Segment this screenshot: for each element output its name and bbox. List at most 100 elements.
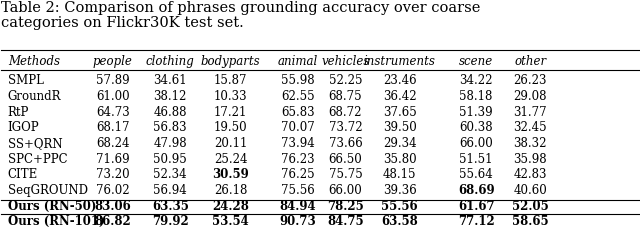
Text: categories on Flickr30K test set.: categories on Flickr30K test set. — [1, 16, 244, 30]
Text: 68.72: 68.72 — [329, 106, 362, 119]
Text: 51.51: 51.51 — [460, 153, 493, 166]
Text: 70.07: 70.07 — [281, 121, 315, 134]
Text: 36.42: 36.42 — [383, 90, 417, 103]
Text: Table 2: Comparison of phrases grounding accuracy over coarse: Table 2: Comparison of phrases grounding… — [1, 1, 481, 15]
Text: 66.00: 66.00 — [328, 184, 362, 197]
Text: 75.75: 75.75 — [328, 168, 362, 181]
Text: 52.25: 52.25 — [329, 74, 362, 87]
Text: 57.89: 57.89 — [96, 74, 130, 87]
Text: 68.69: 68.69 — [458, 184, 495, 197]
Text: 68.24: 68.24 — [96, 137, 130, 150]
Text: 29.08: 29.08 — [513, 90, 547, 103]
Text: SMPL: SMPL — [8, 74, 44, 87]
Text: 48.15: 48.15 — [383, 168, 417, 181]
Text: 55.98: 55.98 — [281, 74, 314, 87]
Text: 73.94: 73.94 — [281, 137, 315, 150]
Text: 62.55: 62.55 — [281, 90, 314, 103]
Text: 51.39: 51.39 — [460, 106, 493, 119]
Text: 84.75: 84.75 — [327, 215, 364, 228]
Text: Methods: Methods — [8, 55, 60, 68]
Text: Ours (RN-101): Ours (RN-101) — [8, 215, 104, 228]
Text: 55.64: 55.64 — [460, 168, 493, 181]
Text: 83.06: 83.06 — [95, 200, 131, 213]
Text: 61.67: 61.67 — [458, 200, 495, 213]
Text: 56.94: 56.94 — [154, 184, 187, 197]
Text: 42.83: 42.83 — [513, 168, 547, 181]
Text: 30.59: 30.59 — [212, 168, 249, 181]
Text: CITE: CITE — [8, 168, 38, 181]
Text: 37.65: 37.65 — [383, 106, 417, 119]
Text: 24.28: 24.28 — [212, 200, 249, 213]
Text: 78.25: 78.25 — [327, 200, 364, 213]
Text: clothing: clothing — [146, 55, 195, 68]
Text: 34.61: 34.61 — [154, 74, 187, 87]
Text: 63.35: 63.35 — [152, 200, 189, 213]
Text: 65.83: 65.83 — [281, 106, 314, 119]
Text: 63.58: 63.58 — [381, 215, 418, 228]
Text: 60.38: 60.38 — [460, 121, 493, 134]
Text: 47.98: 47.98 — [154, 137, 187, 150]
Text: 55.56: 55.56 — [381, 200, 418, 213]
Text: 38.32: 38.32 — [513, 137, 547, 150]
Text: animal: animal — [278, 55, 318, 68]
Text: 75.56: 75.56 — [281, 184, 315, 197]
Text: 25.24: 25.24 — [214, 153, 248, 166]
Text: 77.12: 77.12 — [458, 215, 495, 228]
Text: 68.17: 68.17 — [96, 121, 130, 134]
Text: 23.46: 23.46 — [383, 74, 417, 87]
Text: 34.22: 34.22 — [460, 74, 493, 87]
Text: SS+QRN: SS+QRN — [8, 137, 62, 150]
Text: 46.88: 46.88 — [154, 106, 187, 119]
Text: 76.25: 76.25 — [281, 168, 314, 181]
Text: 10.33: 10.33 — [214, 90, 248, 103]
Text: 73.72: 73.72 — [329, 121, 362, 134]
Text: GroundR: GroundR — [8, 90, 61, 103]
Text: people: people — [93, 55, 133, 68]
Text: 20.11: 20.11 — [214, 137, 248, 150]
Text: 61.00: 61.00 — [96, 90, 130, 103]
Text: 40.60: 40.60 — [513, 184, 547, 197]
Text: 66.50: 66.50 — [328, 153, 362, 166]
Text: SPC+PPC: SPC+PPC — [8, 153, 67, 166]
Text: instruments: instruments — [364, 55, 436, 68]
Text: 19.50: 19.50 — [214, 121, 248, 134]
Text: 53.54: 53.54 — [212, 215, 249, 228]
Text: 68.75: 68.75 — [329, 90, 362, 103]
Text: SeqGROUND: SeqGROUND — [8, 184, 88, 197]
Text: 64.73: 64.73 — [96, 106, 130, 119]
Text: 56.83: 56.83 — [154, 121, 187, 134]
Text: 32.45: 32.45 — [513, 121, 547, 134]
Text: 66.00: 66.00 — [460, 137, 493, 150]
Text: 35.98: 35.98 — [513, 153, 547, 166]
Text: 52.05: 52.05 — [512, 200, 548, 213]
Text: 26.23: 26.23 — [513, 74, 547, 87]
Text: 39.36: 39.36 — [383, 184, 417, 197]
Text: vehicles: vehicles — [321, 55, 370, 68]
Text: scene: scene — [459, 55, 493, 68]
Text: 26.18: 26.18 — [214, 184, 248, 197]
Text: 86.82: 86.82 — [95, 215, 131, 228]
Text: 52.34: 52.34 — [154, 168, 187, 181]
Text: 38.12: 38.12 — [154, 90, 187, 103]
Text: 58.65: 58.65 — [512, 215, 548, 228]
Text: 50.95: 50.95 — [154, 153, 187, 166]
Text: 79.92: 79.92 — [152, 215, 189, 228]
Text: 76.02: 76.02 — [96, 184, 130, 197]
Text: 71.69: 71.69 — [96, 153, 130, 166]
Text: 35.80: 35.80 — [383, 153, 417, 166]
Text: 76.23: 76.23 — [281, 153, 314, 166]
Text: 84.94: 84.94 — [280, 200, 316, 213]
Text: 58.18: 58.18 — [460, 90, 493, 103]
Text: RtP: RtP — [8, 106, 29, 119]
Text: 73.66: 73.66 — [328, 137, 362, 150]
Text: 29.34: 29.34 — [383, 137, 417, 150]
Text: bodyparts: bodyparts — [201, 55, 260, 68]
Text: IGOP: IGOP — [8, 121, 40, 134]
Text: 15.87: 15.87 — [214, 74, 248, 87]
Text: 90.73: 90.73 — [279, 215, 316, 228]
Text: 39.50: 39.50 — [383, 121, 417, 134]
Text: other: other — [514, 55, 547, 68]
Text: 73.20: 73.20 — [96, 168, 130, 181]
Text: Ours (RN-50): Ours (RN-50) — [8, 200, 96, 213]
Text: 31.77: 31.77 — [513, 106, 547, 119]
